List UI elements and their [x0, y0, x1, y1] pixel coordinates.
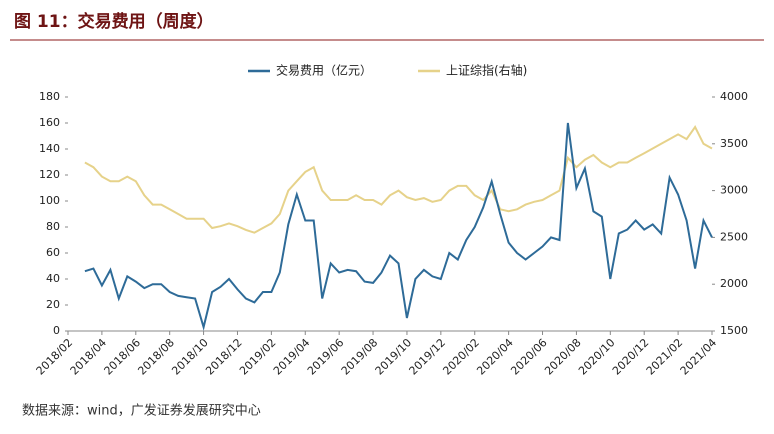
- y2-tick-label: 2500: [720, 230, 748, 243]
- x-tick-label: 2020/02: [440, 336, 482, 378]
- y2-tick-label: 1500: [720, 324, 748, 337]
- x-tick-label: 2021/02: [644, 336, 686, 378]
- y-tick-label: 40: [46, 272, 60, 285]
- x-tick-label: 2020/10: [576, 336, 618, 378]
- x-tick-label: 2018/10: [169, 336, 211, 378]
- source: 数据来源：wind，广发证券发展研究中心: [22, 403, 261, 419]
- y-tick-label: 80: [46, 220, 60, 233]
- y2-tick-label: 3500: [720, 137, 748, 150]
- x-tick-label: 2020/06: [508, 336, 550, 378]
- y2-tick-label: 3000: [720, 184, 748, 197]
- series-line: [84, 125, 713, 234]
- y-tick-label: 100: [39, 194, 60, 207]
- y-tick-label: 120: [39, 168, 60, 181]
- x-tick-label: 2019/10: [373, 336, 415, 378]
- x-tick-label: 2019/06: [305, 336, 347, 378]
- y-tick-label: 0: [53, 324, 60, 337]
- x-tick-label: 2020/12: [610, 336, 652, 378]
- legend-label: 交易费用（亿元）: [276, 63, 372, 78]
- x-tick-label: 2019/04: [271, 336, 313, 378]
- x-tick-label: 2018/02: [34, 336, 76, 378]
- x-tick-label: 2021/04: [678, 336, 720, 378]
- legend-label: 上证综指(右轴): [446, 63, 527, 78]
- y-tick-label: 60: [46, 246, 60, 259]
- x-tick-label: 2020/08: [542, 336, 584, 378]
- y2-tick-label: 4000: [720, 90, 748, 103]
- x-tick-label: 2018/06: [102, 336, 144, 378]
- y2-tick-label: 2000: [720, 277, 748, 290]
- chart-title: 图 11：交易费用（周度）: [14, 11, 214, 32]
- y-tick-label: 160: [39, 116, 60, 129]
- y-tick-label: 140: [39, 142, 60, 155]
- x-tick-label: 2018/04: [68, 336, 110, 378]
- x-tick-label: 2018/08: [135, 336, 177, 378]
- x-tick-label: 2019/02: [237, 336, 279, 378]
- y-tick-label: 180: [39, 90, 60, 103]
- y-tick-label: 20: [46, 298, 60, 311]
- x-tick-label: 2018/12: [203, 336, 245, 378]
- x-tick-label: 2020/04: [474, 336, 516, 378]
- series-line: [84, 122, 713, 331]
- x-tick-label: 2019/08: [339, 336, 381, 378]
- x-tick-label: 2019/12: [407, 336, 449, 378]
